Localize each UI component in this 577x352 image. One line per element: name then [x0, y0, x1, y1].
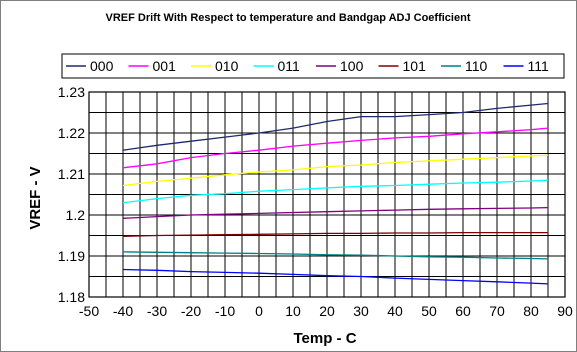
x-tick-labels: -50 -40 -30 -20 -10 0 10 20 30 40 50 60 70 80 90 [79, 303, 573, 319]
legend-label-110: 110 [465, 58, 488, 74]
plot-area [88, 91, 566, 298]
chart-title: VREF Drift With Respect to temperature a… [106, 12, 471, 24]
series-line-100 [122, 206, 549, 219]
x-tick-label: -20 [181, 303, 201, 319]
series-line-011 [122, 179, 549, 204]
x-tick-label: 80 [523, 303, 539, 319]
legend-label-001: 001 [153, 58, 177, 74]
legend-label-100: 100 [340, 58, 364, 74]
x-tick-label: 20 [319, 303, 335, 319]
series-line-000 [122, 102, 549, 151]
y-axis-title: VREF - V [27, 166, 44, 229]
legend-label-101: 101 [403, 58, 427, 74]
x-tick-label: -30 [147, 303, 167, 319]
series-line-001 [122, 127, 549, 169]
y-tick-label: 1.23 [58, 84, 85, 100]
series-line-010 [122, 154, 549, 187]
y-tick-label: 1.19 [58, 248, 85, 264]
plot-border [88, 91, 566, 298]
legend-label-010: 010 [215, 58, 239, 74]
y-tick-label: 1.2 [66, 207, 86, 223]
y-tick-label: 1.21 [58, 166, 85, 182]
y-tick-label: 1.22 [58, 125, 85, 141]
x-tick-label: -40 [113, 303, 133, 319]
legend-label-000: 000 [90, 58, 114, 74]
x-tick-label: 90 [557, 303, 573, 319]
x-axis-title: Temp - C [293, 330, 356, 347]
y-tick-label: 1.18 [58, 289, 85, 305]
x-tick-label: 0 [255, 303, 263, 319]
x-tick-label: 40 [387, 303, 403, 319]
x-tick-label: 30 [353, 303, 369, 319]
series-line-110 [122, 251, 549, 260]
legend-label-111: 111 [528, 58, 549, 74]
y-tick-labels: 1.18 1.19 1.2 1.21 1.22 1.23 [58, 84, 85, 305]
x-tick-label: -50 [79, 303, 99, 319]
x-tick-label: 60 [455, 303, 471, 319]
series-line-101 [122, 231, 548, 237]
series-line-111 [122, 268, 549, 285]
legend: 000 001 010 011 100 101 110 111 [61, 53, 565, 79]
x-tick-label: 50 [421, 303, 437, 319]
legend-label-011: 011 [278, 58, 301, 74]
x-tick-label: 70 [489, 303, 505, 319]
x-tick-label: 10 [285, 303, 301, 319]
x-tick-label: -10 [215, 303, 235, 319]
